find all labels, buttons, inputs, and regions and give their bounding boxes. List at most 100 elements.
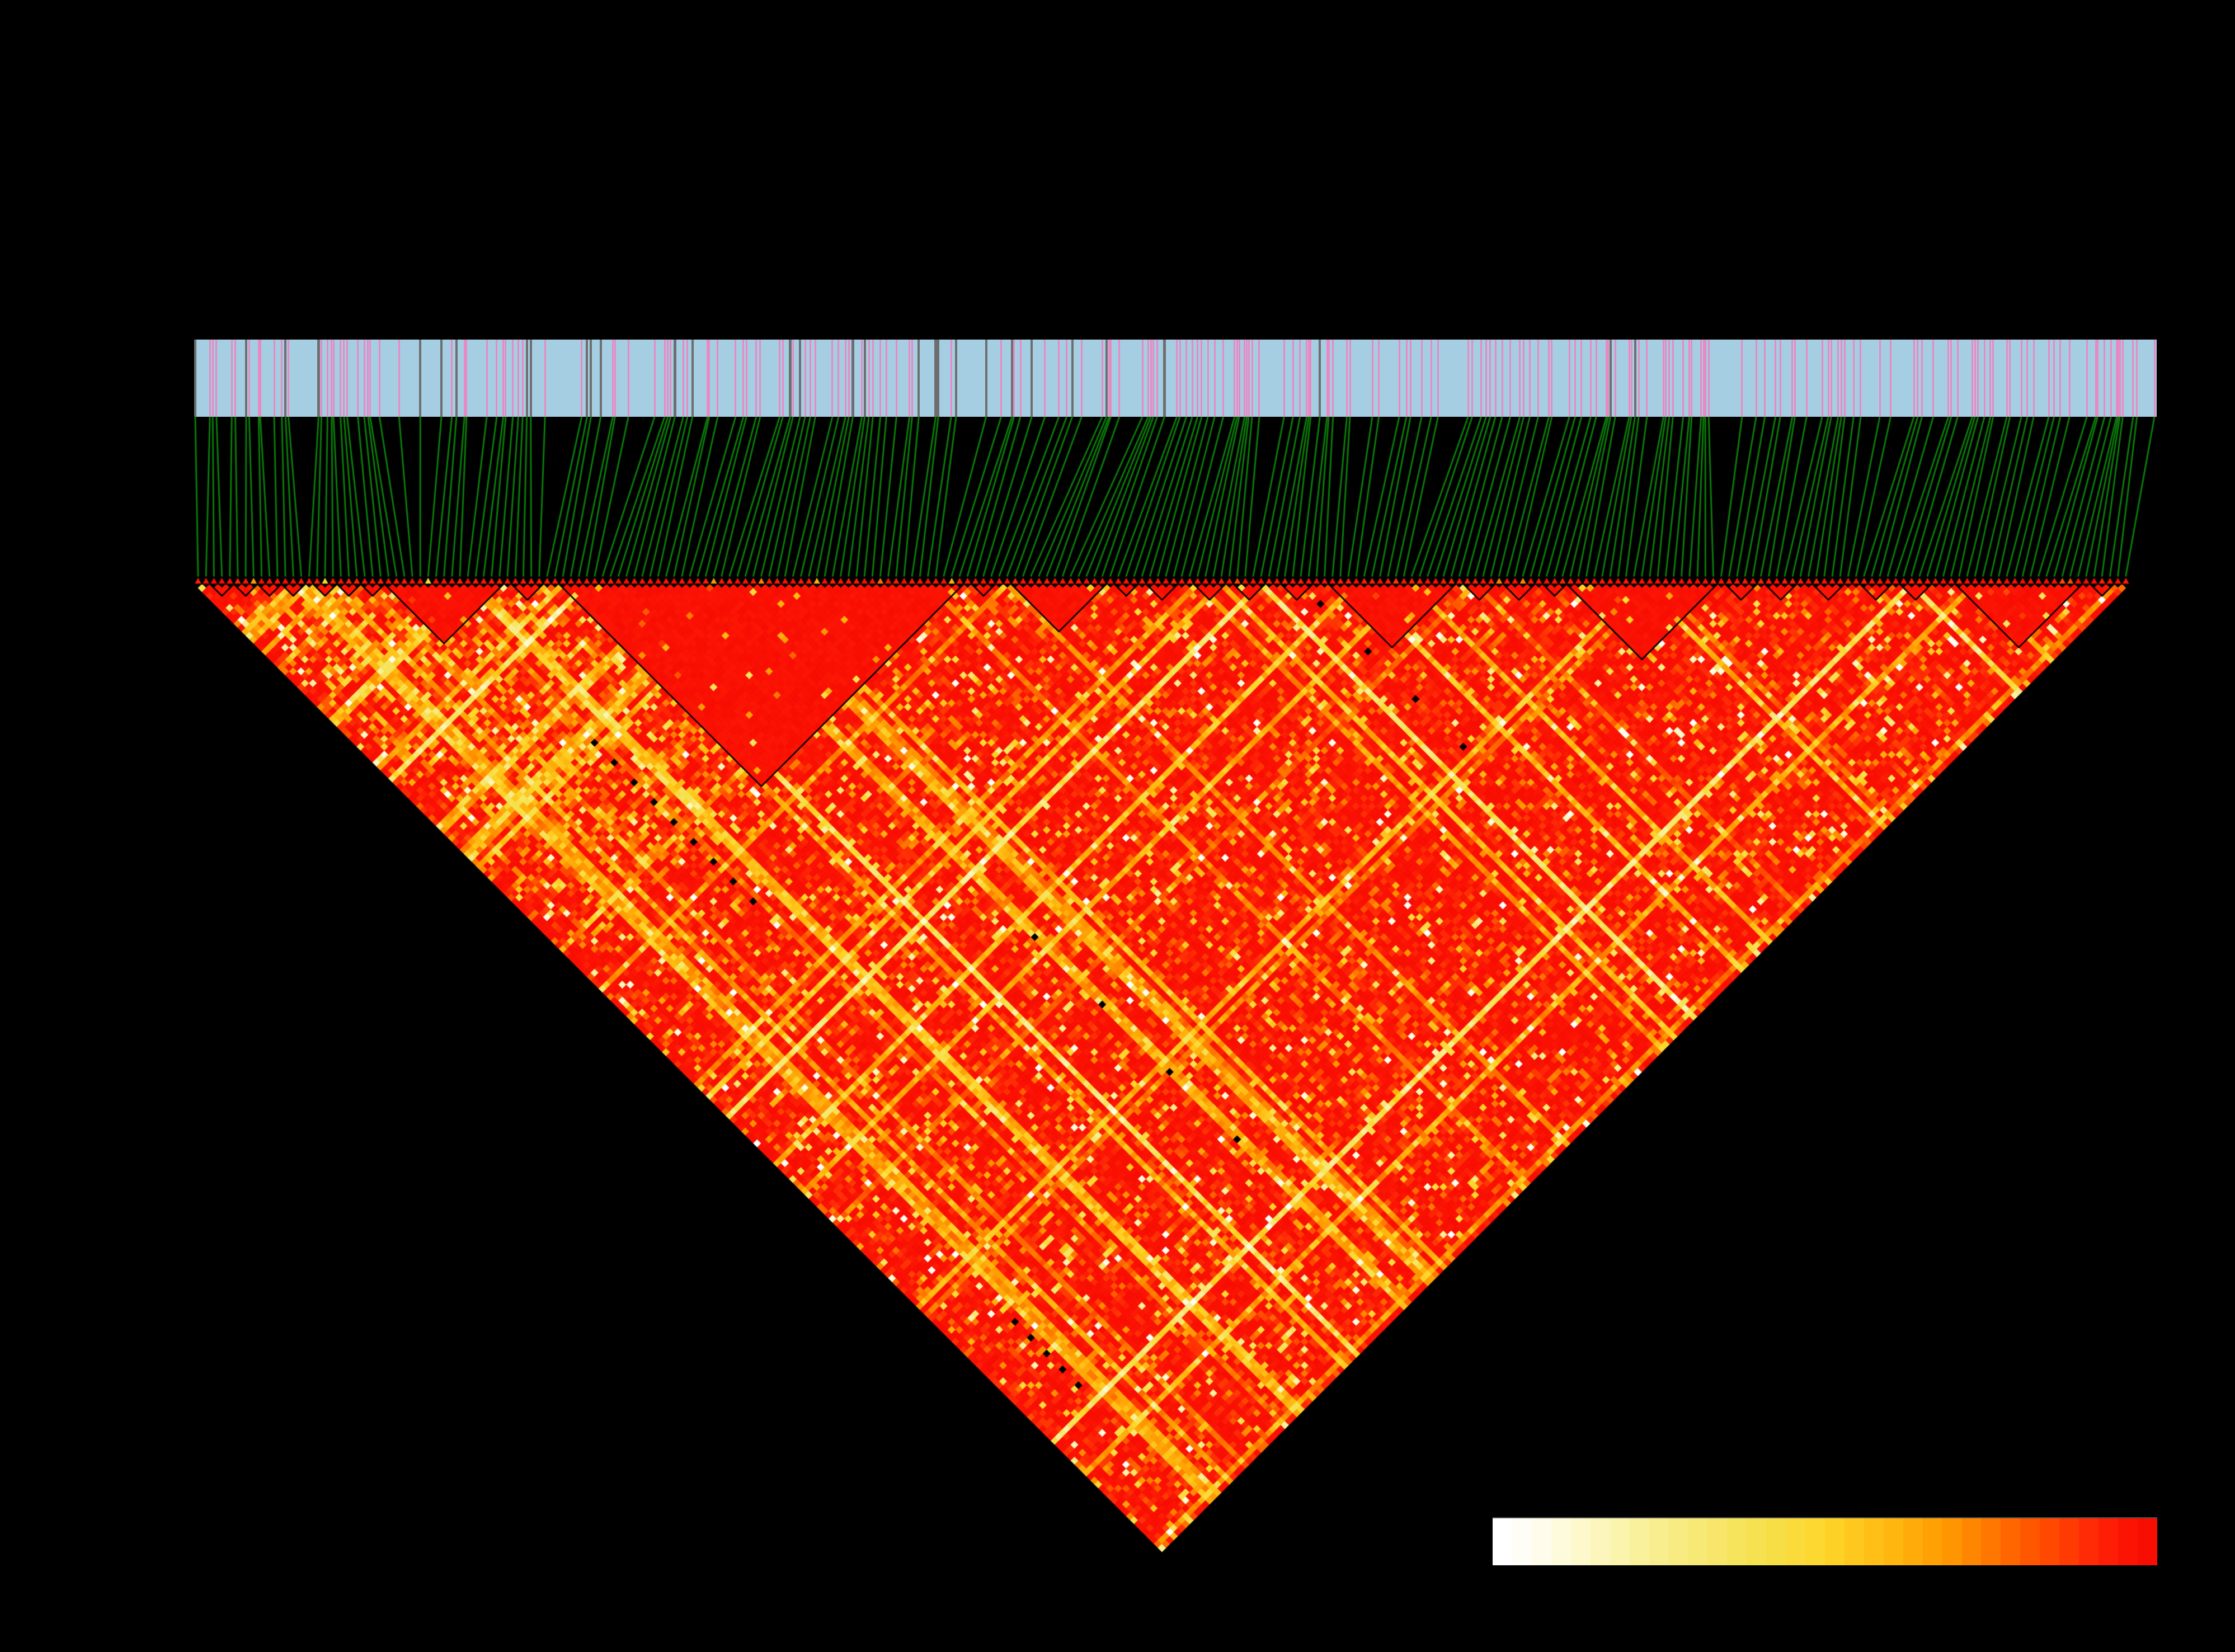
snp-position-tick [521, 340, 524, 417]
snp-position-tick [1702, 340, 1705, 417]
snp-position-tick [281, 340, 283, 417]
snp-position-tick [1707, 340, 1710, 417]
snp-position-tick [1700, 340, 1702, 417]
legend-color-step [1844, 1518, 1864, 1565]
snp-position-tick [1246, 340, 1248, 417]
snp-position-tick [1974, 340, 1976, 417]
snp-position-tick [331, 340, 333, 417]
snp-position-tick [1595, 340, 1597, 417]
snp-position-tick [1992, 340, 1994, 417]
marker-tick-alt [1319, 340, 1321, 417]
snp-position-tick [1672, 340, 1674, 417]
snp-position-tick [369, 340, 371, 417]
marker-tick-alt [937, 340, 940, 417]
marker-tick-alt [1031, 340, 1033, 417]
marker-tick-alt [284, 340, 287, 417]
legend-color-step [1551, 1518, 1571, 1565]
snp-position-tick [868, 340, 870, 417]
snp-position-tick [1879, 340, 1881, 417]
snp-position-tick [1501, 340, 1503, 417]
snp-position-tick [1345, 340, 1348, 417]
marker-tick-alt [851, 340, 854, 417]
snp-position-tick [230, 340, 233, 417]
legend-color-step [1922, 1518, 1942, 1565]
snp-position-tick [1485, 340, 1487, 417]
snp-position-tick [512, 340, 514, 417]
snp-position-tick [2116, 340, 2118, 417]
snp-position-tick [670, 340, 672, 417]
snp-position-tick [1236, 340, 1239, 417]
snp-position-tick [2020, 340, 2022, 417]
snp-position-tick [1523, 340, 1525, 417]
snp-position-tick [1013, 340, 1015, 417]
snp-position-tick [2095, 340, 2097, 417]
legend-color-step [1531, 1518, 1551, 1565]
snp-position-tick [1118, 340, 1121, 417]
snp-position-tick [1378, 340, 1380, 417]
snp-position-tick [895, 340, 897, 417]
snp-position-tick [1638, 340, 1640, 417]
snp-position-tick [1044, 340, 1046, 417]
legend-color-step [1727, 1518, 1747, 1565]
snp-position-tick [259, 340, 261, 417]
legend-color-step [2079, 1518, 2099, 1565]
snp-position-tick [707, 340, 709, 417]
snp-position-tick [2136, 340, 2138, 417]
snp-position-tick [1489, 340, 1491, 417]
snp-position-tick [1197, 340, 1199, 417]
legend-color-step [1903, 1518, 1923, 1565]
snp-position-tick [2086, 340, 2088, 417]
marker-tick-alt [586, 340, 589, 417]
snp-position-tick [1860, 340, 1862, 417]
snp-position-tick [1607, 340, 1610, 417]
snp-position-tick [257, 340, 260, 417]
snp-position-tick [664, 340, 666, 417]
snp-position-tick [1409, 340, 1411, 417]
snp-position-tick [627, 340, 629, 417]
snp-position-tick [1741, 340, 1743, 417]
legend-color-step [1570, 1518, 1591, 1565]
legend-color-step [1629, 1518, 1649, 1565]
snp-position-tick [1668, 340, 1671, 417]
snp-position-tick [872, 340, 874, 417]
snp-position-tick [742, 340, 745, 417]
legend-color-step [2001, 1518, 2021, 1565]
marker-tick-alt [1105, 340, 1108, 417]
snp-position-tick [1080, 340, 1083, 417]
legend-color-step [2020, 1518, 2040, 1565]
snp-position-tick [1589, 340, 1592, 417]
legend-color-step [1864, 1518, 1884, 1565]
snp-position-tick [653, 340, 656, 417]
snp-position-tick [2048, 340, 2050, 417]
snp-position-tick [1109, 340, 1112, 417]
snp-position-tick [848, 340, 850, 417]
snp-position-tick [1292, 340, 1294, 417]
snp-position-tick [1548, 340, 1550, 417]
snp-position-tick [398, 340, 400, 417]
snp-position-tick [1332, 340, 1334, 417]
snp-position-tick [1306, 340, 1308, 417]
snp-position-tick [2059, 340, 2062, 417]
marker-tick-alt [244, 340, 248, 417]
snp-position-tick [837, 340, 840, 417]
snp-position-tick [759, 340, 761, 417]
marker-tick-alt [529, 340, 532, 417]
marker-tick-alt [863, 340, 866, 417]
snp-position-tick [234, 340, 236, 417]
snp-position-tick [451, 340, 453, 417]
legend-color-step [1512, 1518, 1532, 1565]
snp-position-tick [2006, 340, 2008, 417]
snp-position-tick [792, 340, 794, 417]
snp-position-tick [1251, 340, 1253, 417]
snp-position-tick [1805, 340, 1808, 417]
snp-position-tick [1494, 340, 1497, 417]
snp-position-tick [1152, 340, 1155, 417]
snp-position-tick [1704, 340, 1706, 417]
snp-position-tick [1248, 340, 1250, 417]
snp-position-tick [517, 340, 519, 417]
snp-position-tick [1222, 340, 1225, 417]
legend-color-step [1649, 1518, 1669, 1565]
snp-position-tick [215, 340, 218, 417]
snp-position-tick [1238, 340, 1240, 417]
